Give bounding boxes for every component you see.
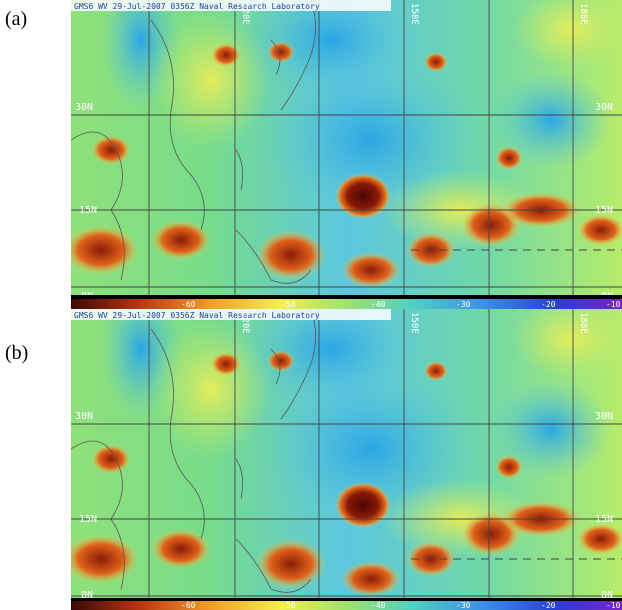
lat-label-0n-right-b: 0N	[601, 590, 613, 601]
lat-label-15n-b: 15N	[79, 514, 97, 525]
satellite-image-b: GMS6 WV 29-Jul-2007 0356Z Naval Research…	[71, 309, 622, 604]
satellite-image-a: GMS6 WV 29-Jul-2007 0356Z Naval Research…	[71, 0, 622, 295]
image-header-b: GMS6 WV 29-Jul-2007 0356Z Naval Research…	[74, 311, 320, 320]
lat-label-30n-b: 30N	[75, 411, 93, 422]
colorbar-a: -60 -50 -40 -30 -20 -10	[71, 295, 622, 309]
lat-label-30n-right-a: 30N	[595, 102, 613, 113]
lat-label-0n-right-a: 0N	[601, 291, 613, 295]
lat-label-0n-a: 0N	[81, 291, 93, 295]
colorbar-tick-a: -20	[541, 300, 556, 309]
lat-label-15n-a: 15N	[79, 205, 97, 216]
lon-label-180e-a: 180E	[578, 3, 588, 25]
colorbar-tick-b: -50	[281, 601, 296, 610]
colorbar-tick-a: -50	[281, 300, 296, 309]
colorbar-tick-b: -20	[541, 601, 556, 610]
lat-label-15n-right-a: 15N	[595, 205, 613, 216]
lat-label-30n-a: 30N	[75, 102, 93, 113]
colorbar-b: -60 -50 -40 -30 -20 -10	[71, 598, 622, 610]
lat-label-15n-right-b: 15N	[595, 514, 613, 525]
colorbar-tick-a: -60	[181, 300, 196, 309]
lat-label-0n-b: 0N	[81, 590, 93, 601]
image-header-a: GMS6 WV 29-Jul-2007 0356Z Naval Research…	[74, 2, 320, 11]
colorbar-tick-b: -40	[371, 601, 386, 610]
lon-label-120e-b: 120E	[240, 312, 250, 334]
colorbar-tick-b: -30	[456, 601, 471, 610]
panel-label-b: (b)	[5, 342, 29, 364]
colorbar-tick-b: -10	[606, 601, 621, 610]
lon-label-120e-a: 120E	[240, 3, 250, 25]
colorbar-tick-a: -40	[371, 300, 386, 309]
panel-label-a: (a)	[5, 8, 28, 30]
lon-label-150e-a: 150E	[409, 3, 419, 25]
lon-label-150e-b: 150E	[409, 312, 419, 334]
colorbar-tick-a: -30	[456, 300, 471, 309]
colorbar-tick-a: -10	[606, 300, 621, 309]
lat-label-30n-right-b: 30N	[595, 411, 613, 422]
lon-label-180e-b: 180E	[578, 312, 588, 334]
colorbar-tick-b: -60	[181, 601, 196, 610]
